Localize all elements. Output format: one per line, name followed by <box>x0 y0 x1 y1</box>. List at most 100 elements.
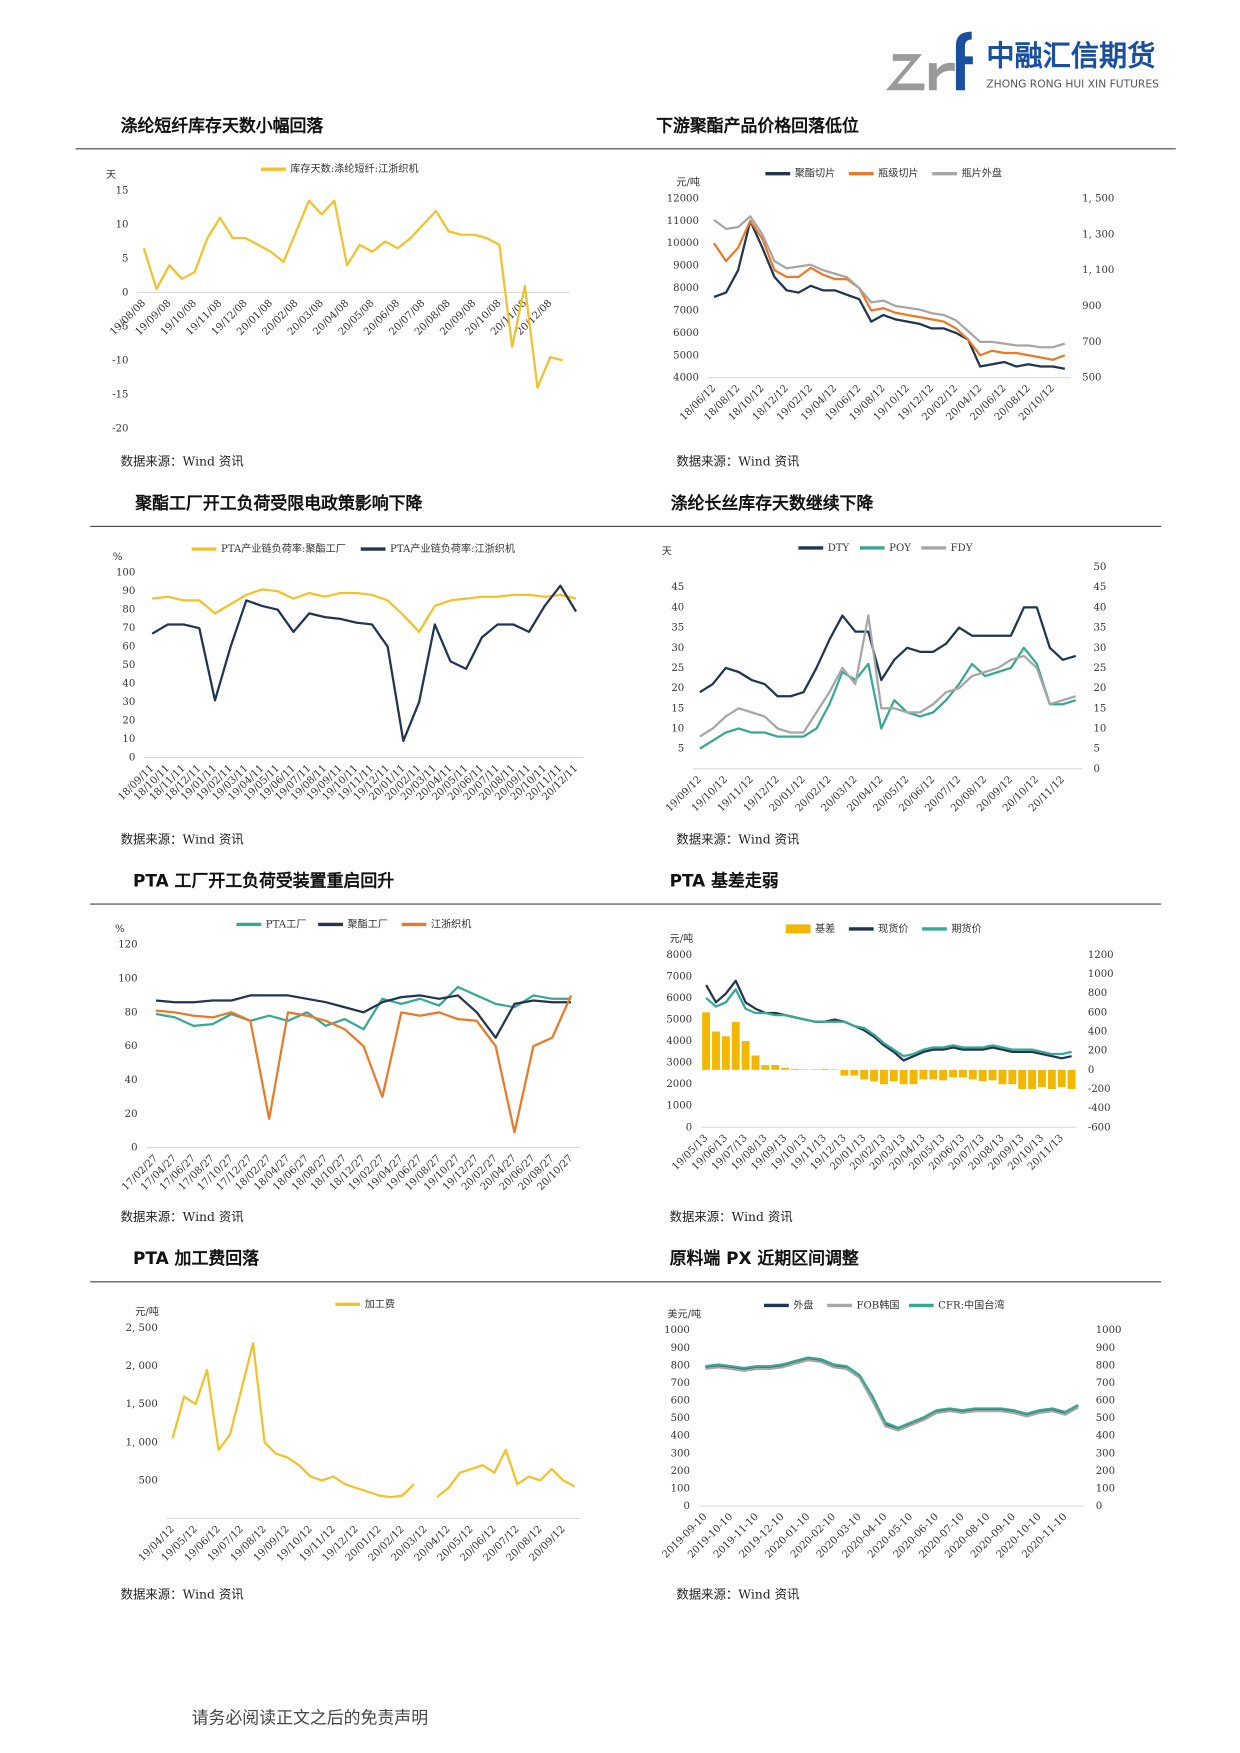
bar <box>958 1069 967 1078</box>
y2-tick-label: 200 <box>1096 1466 1115 1477</box>
y-tick-label: 2, 000 <box>126 1361 158 1372</box>
y2-tick-label: 200 <box>1088 1046 1107 1057</box>
y-tick-label: -15 <box>112 389 128 400</box>
y-unit: 美元/吨 <box>667 1307 701 1320</box>
bar <box>860 1069 869 1080</box>
legend-label: 库存天数:涤纶短纤:江浙织机 <box>290 162 418 175</box>
y2-tick-label: 1200 <box>1088 950 1114 961</box>
y-tick-label: 30 <box>671 643 684 654</box>
y-tick-label: 40 <box>671 602 684 613</box>
legend-label: 期货价 <box>951 922 981 935</box>
brand-en: ZHONG RONG HUI XIN FUTURES <box>986 78 1159 91</box>
y-tick-label: 9000 <box>673 261 699 272</box>
legend-label: CFR:中国台湾 <box>938 1298 1004 1311</box>
y-tick-label: 50 <box>122 660 135 671</box>
y2-tick-label: 10 <box>1093 723 1106 734</box>
y2-tick-label: 600 <box>1088 1007 1107 1018</box>
y2-tick-label: 0 <box>1088 1065 1094 1076</box>
bar <box>761 1065 770 1070</box>
y2-tick-label: 20 <box>1093 683 1106 694</box>
chart-title: PTA 加工费回落 <box>133 1248 260 1268</box>
y-tick-label: 90 <box>122 586 135 597</box>
legend-label: 现货价 <box>878 922 908 935</box>
y2-tick-label: 50 <box>1093 562 1106 573</box>
bar <box>919 1069 928 1080</box>
y2-tick-label: 30 <box>1093 643 1106 654</box>
bar <box>850 1069 859 1076</box>
bar <box>939 1069 948 1081</box>
legend-label: PTA工厂 <box>266 919 307 930</box>
legend-label: 加工费 <box>365 1297 395 1310</box>
y2-tick-label: 300 <box>1096 1448 1115 1459</box>
y-tick-label: 60 <box>122 642 135 653</box>
y-tick-label: 45 <box>671 582 684 593</box>
y-tick-label: 100 <box>116 568 135 579</box>
line-series <box>155 985 572 1031</box>
y-tick-label: 5000 <box>673 350 699 361</box>
y-tick-label: 35 <box>671 623 684 634</box>
chart-title: 下游聚酯产品价格回落低位 <box>656 115 859 135</box>
line-series <box>171 1342 576 1499</box>
y-tick-label: -10 <box>112 355 128 366</box>
y2-tick-label: 700 <box>1082 337 1101 348</box>
line-series <box>705 988 1072 1058</box>
bar <box>791 1068 799 1070</box>
legend-label: PTA产业链负荷率:聚酯工厂 <box>221 542 346 555</box>
y2-tick-label: 45 <box>1093 582 1106 593</box>
logo-mark <box>928 62 955 91</box>
line-series <box>699 606 1077 698</box>
line-series <box>151 584 578 743</box>
y-tick-label: 900 <box>671 1343 690 1354</box>
y-tick-label: 10 <box>671 723 684 734</box>
y2-tick-label: 500 <box>1096 1413 1115 1424</box>
y-tick-label: -20 <box>112 423 128 434</box>
bar <box>731 1021 740 1070</box>
line-series <box>705 979 1072 1062</box>
bar <box>1067 1069 1076 1089</box>
y2-tick-label: 700 <box>1096 1378 1115 1389</box>
y-tick-label: 1, 000 <box>126 1437 158 1448</box>
y-tick-label: 20 <box>671 683 684 694</box>
y-tick-label: 10000 <box>667 238 699 249</box>
y-tick-label: 12000 <box>667 193 699 204</box>
legend-label: FDY <box>951 543 973 554</box>
y-unit: 元/吨 <box>135 1305 159 1318</box>
y-tick-label: 0 <box>122 287 128 298</box>
y2-tick-label: 40 <box>1093 602 1106 613</box>
legend-label: POY <box>889 543 911 554</box>
bar <box>721 1036 730 1070</box>
y2-tick-label: 1, 500 <box>1082 193 1114 204</box>
y-tick-label: 4000 <box>666 1036 692 1047</box>
y2-tick-label: 900 <box>1082 301 1101 312</box>
chart-title: PTA 工厂开工负荷受装置重启回升 <box>133 871 394 891</box>
y-tick-label: 10 <box>116 220 129 231</box>
chart-title: 涤纶短纤库存天数小幅回落 <box>121 115 325 135</box>
y-tick-label: 6000 <box>673 328 699 339</box>
y2-tick-label: -200 <box>1088 1084 1111 1095</box>
y-tick-label: 7000 <box>666 971 692 982</box>
source-note: 数据来源：Wind 资讯 <box>676 1587 799 1602</box>
y-tick-label: 300 <box>671 1448 690 1459</box>
y-tick-label: 5 <box>122 254 128 265</box>
bar <box>820 1068 829 1070</box>
y2-tick-label: 0 <box>1093 764 1099 775</box>
y-tick-label: 80 <box>125 1007 138 1018</box>
legend-swatch <box>785 924 811 934</box>
line-series <box>705 1358 1079 1432</box>
y-tick-label: 800 <box>671 1360 690 1371</box>
bar <box>988 1069 997 1081</box>
y-tick-label: 15 <box>116 186 129 197</box>
bar <box>899 1069 908 1085</box>
chart-title: 聚酯工厂开工负荷受限电政策影响下降 <box>134 493 423 513</box>
chart-title: PTA 基差走弱 <box>670 871 779 891</box>
y-tick-label: 80 <box>122 605 135 616</box>
y2-tick-label: 1000 <box>1088 969 1114 980</box>
y-tick-label: 400 <box>671 1431 690 1442</box>
y2-tick-label: 800 <box>1088 988 1107 999</box>
line-series <box>155 994 572 1039</box>
y2-tick-label: 0 <box>1096 1501 1102 1512</box>
